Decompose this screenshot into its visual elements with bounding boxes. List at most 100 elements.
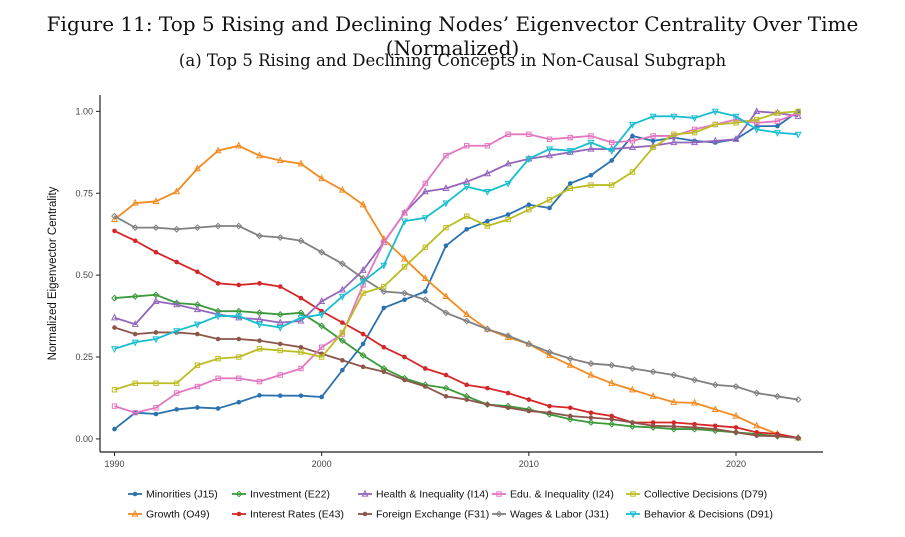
data-point xyxy=(152,224,160,232)
data-point xyxy=(110,313,119,321)
data-point xyxy=(193,224,201,232)
series-minorities-j15 xyxy=(112,109,801,432)
data-point xyxy=(173,300,181,308)
legend: Minorities (J15) Investment (E22) Health &… xyxy=(128,489,773,521)
data-point xyxy=(298,393,304,398)
data-point xyxy=(131,293,139,300)
data-point xyxy=(339,329,346,336)
data-point xyxy=(215,375,221,382)
data-point xyxy=(526,202,532,208)
data-point xyxy=(277,372,283,378)
y-axis-label: Normalized Eigenvector Centrality xyxy=(47,186,59,360)
x-tick-label: 1990 xyxy=(104,459,124,469)
data-point xyxy=(215,281,221,286)
data-point xyxy=(629,423,636,430)
data-point xyxy=(214,222,222,230)
data-point xyxy=(567,134,573,141)
data-point xyxy=(421,187,429,195)
data-point xyxy=(174,259,179,265)
data-point xyxy=(298,349,304,355)
data-point xyxy=(463,143,470,149)
data-point xyxy=(608,182,615,188)
data-point xyxy=(794,131,802,139)
data-point xyxy=(629,169,636,175)
data-point xyxy=(505,216,511,223)
x-tick-label: 2010 xyxy=(519,459,539,469)
series-line xyxy=(114,110,799,391)
data-point xyxy=(526,206,532,213)
data-point xyxy=(443,152,449,159)
data-point xyxy=(276,311,284,318)
legend-label: Behavior & Decisions (D91) xyxy=(644,509,773,521)
data-point xyxy=(360,364,366,370)
series-line xyxy=(114,110,799,350)
legend-item: Growth (O49) xyxy=(128,509,210,521)
chart-subtitle: (a) Top 5 Rising and Declining Concepts … xyxy=(178,51,727,70)
data-point xyxy=(195,405,200,410)
data-point xyxy=(546,351,554,358)
series-foreign-exchange-f31 xyxy=(112,325,801,441)
data-point xyxy=(712,121,718,128)
data-point xyxy=(442,309,450,317)
data-point xyxy=(650,423,656,429)
data-point xyxy=(340,367,345,373)
data-point xyxy=(794,396,802,404)
data-point xyxy=(318,297,326,304)
data-point xyxy=(733,425,739,430)
data-point xyxy=(546,348,553,356)
data-point xyxy=(236,336,242,342)
data-point xyxy=(131,339,139,347)
data-point xyxy=(753,389,761,397)
data-point xyxy=(566,361,574,368)
data-point xyxy=(526,131,532,138)
data-point xyxy=(504,180,512,188)
data-point xyxy=(381,344,387,350)
data-point xyxy=(608,361,616,369)
data-point xyxy=(525,340,533,348)
legend-label: Health & Inequality (I14) xyxy=(376,489,489,501)
data-point xyxy=(691,398,699,406)
data-point xyxy=(566,415,574,423)
data-point xyxy=(773,130,781,137)
data-point xyxy=(214,313,222,321)
legend-label: Edu. & Inequality (I24) xyxy=(510,489,614,501)
data-point xyxy=(236,354,242,360)
series-line xyxy=(114,326,799,439)
y-tick-label: 0.75 xyxy=(75,188,93,198)
series-growth-o49 xyxy=(110,141,802,441)
data-point xyxy=(257,281,262,286)
data-point xyxy=(153,380,159,386)
data-point xyxy=(381,239,387,246)
data-point xyxy=(547,410,552,415)
legend-item: Edu. & Inequality (I24) xyxy=(492,489,614,501)
data-point xyxy=(214,146,222,154)
data-point xyxy=(276,324,284,332)
x-tick-label: 2000 xyxy=(312,459,332,469)
data-point xyxy=(235,490,243,498)
data-point xyxy=(402,377,407,383)
data-point xyxy=(194,362,201,368)
legend-item: Foreign Exchange (F31) xyxy=(358,509,489,521)
data-point xyxy=(276,156,284,164)
data-point xyxy=(236,282,242,288)
data-point xyxy=(338,337,346,345)
data-point xyxy=(691,138,699,146)
data-point xyxy=(153,405,159,411)
data-point xyxy=(464,226,469,232)
data-point xyxy=(567,185,573,192)
data-point xyxy=(422,244,428,250)
data-point xyxy=(463,317,471,325)
legend-label: Foreign Exchange (F31) xyxy=(376,509,489,521)
data-point xyxy=(297,316,305,324)
data-point xyxy=(255,321,264,329)
data-point xyxy=(753,107,761,114)
data-point xyxy=(360,341,366,347)
data-point xyxy=(609,413,614,419)
data-point xyxy=(650,144,656,151)
data-point xyxy=(276,318,284,326)
data-point xyxy=(505,390,511,396)
data-point xyxy=(608,379,616,386)
data-point xyxy=(649,368,657,376)
data-point xyxy=(628,121,636,129)
data-point xyxy=(588,172,594,178)
